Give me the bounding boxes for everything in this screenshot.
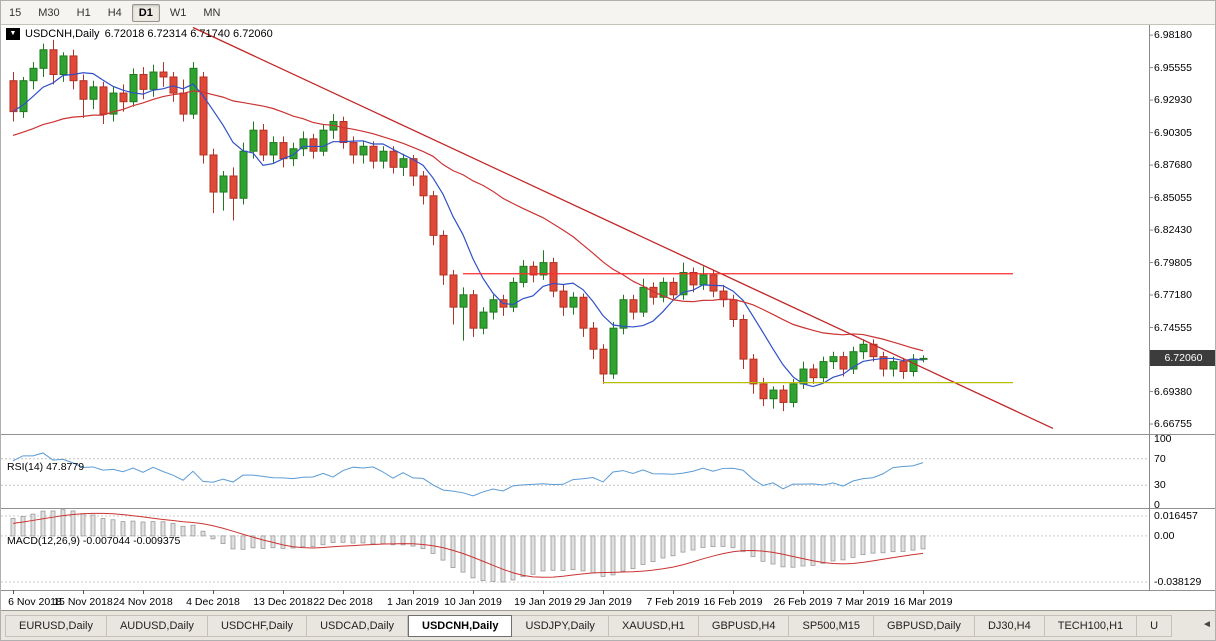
tab-scroll-left-button[interactable]: ◄ bbox=[1202, 619, 1212, 630]
chart-area: 6 Nov 2018 15 Nov 2018 24 Nov 2018 4 Dec 20… bbox=[1, 25, 1216, 612]
timeframe-button-m30[interactable]: M30 bbox=[38, 6, 60, 19]
ma-fast-line bbox=[12, 72, 924, 388]
date-label: 15 Nov 2018 bbox=[53, 596, 113, 608]
chart-tab-usdcnh[interactable]: USDCNH,Daily bbox=[408, 615, 513, 637]
chart-tab-dj30[interactable]: DJ30,H4 bbox=[974, 615, 1045, 637]
timeframe-button-w1[interactable]: W1 bbox=[169, 6, 187, 19]
chart-symbol-label: USDCNH,Daily bbox=[25, 28, 100, 40]
date-label: 6 Nov 2018 bbox=[8, 596, 62, 608]
chart-tab-xauusd[interactable]: XAUUSD,H1 bbox=[608, 615, 699, 637]
chart-tab-sp500[interactable]: SP500,M15 bbox=[789, 615, 874, 637]
macd-indicator-label: MACD(12,26,9) -0.007044 -0.009375 bbox=[7, 535, 181, 547]
rsi-indicator-canvas[interactable] bbox=[1, 434, 1216, 508]
chart-tab-gbpusd[interactable]: GBPUSD,H4 bbox=[698, 615, 790, 637]
chart-title: ▼ USDCNH,Daily 6.72018 6.72314 6.71740 6… bbox=[6, 28, 273, 40]
ma-slow-line bbox=[12, 90, 924, 352]
date-label: 7 Feb 2019 bbox=[646, 596, 699, 608]
descending-trendline bbox=[192, 26, 1054, 430]
date-label: 24 Nov 2018 bbox=[113, 596, 173, 608]
date-label: 13 Dec 2018 bbox=[253, 596, 313, 608]
timeframe-button-h1[interactable]: H1 bbox=[76, 6, 91, 19]
date-label: 7 Mar 2019 bbox=[836, 596, 889, 608]
chart-tab-gbpusd[interactable]: GBPUSD,Daily bbox=[873, 615, 975, 637]
chart-ohlc-values: 6.72018 6.72314 6.71740 6.72060 bbox=[104, 28, 273, 40]
chart-tab-usdcad[interactable]: USDCAD,Daily bbox=[307, 615, 409, 637]
chart-collapse-button[interactable]: ▼ bbox=[6, 28, 20, 40]
macd-signal-line bbox=[12, 512, 924, 578]
timeframe-button-mn[interactable]: MN bbox=[203, 6, 221, 19]
date-label: 1 Jan 2019 bbox=[387, 596, 439, 608]
chart-tab-eurusd[interactable]: EURUSD,Daily bbox=[5, 615, 107, 637]
chart-tab-row: EURUSD,Daily AUDUSD,Daily USDCHF,Daily USDC… bbox=[5, 615, 1173, 637]
chart-tab-audusd[interactable]: AUDUSD,Daily bbox=[106, 615, 208, 637]
date-label: 16 Mar 2019 bbox=[894, 596, 953, 608]
current-price-badge: 6.72060 bbox=[1150, 350, 1215, 367]
timeframe-button-d1[interactable]: D1 bbox=[131, 3, 160, 22]
chart-tab-tech100[interactable]: TECH100,H1 bbox=[1044, 615, 1138, 637]
timeframe-button-group: 15 M30 H1 H4 D1 W1 MN bbox=[2, 3, 230, 22]
chart-tab-usdchf[interactable]: USDCHF,Daily bbox=[207, 615, 308, 637]
main-chart-canvas[interactable] bbox=[1, 25, 1216, 434]
macd-indicator-canvas[interactable] bbox=[1, 508, 1216, 590]
candles-series bbox=[9, 39, 928, 412]
rsi-indicator-label: RSI(14) 47.8779 bbox=[7, 461, 85, 473]
date-label: 29 Jan 2019 bbox=[574, 596, 632, 608]
date-label: 26 Feb 2019 bbox=[774, 596, 833, 608]
rsi-line bbox=[12, 452, 924, 497]
date-label: 10 Jan 2019 bbox=[444, 596, 502, 608]
timeframe-button-h4[interactable]: H4 bbox=[107, 6, 122, 19]
date-label: 19 Jan 2019 bbox=[514, 596, 572, 608]
date-label: 4 Dec 2018 bbox=[186, 596, 240, 608]
chart-tab-u[interactable]: U bbox=[1137, 615, 1173, 637]
date-label: 22 Dec 2018 bbox=[313, 596, 373, 608]
chart-tab-usdjpy[interactable]: USDJPY,Daily bbox=[512, 615, 609, 637]
timeframe-button-15[interactable]: 15 bbox=[9, 6, 22, 19]
date-label: 16 Feb 2019 bbox=[704, 596, 763, 608]
chart-tab-bar: EURUSD,Daily AUDUSD,Daily USDCHF,Daily USDC… bbox=[1, 610, 1215, 640]
timeframe-toolbar: 15 M30 H1 H4 D1 W1 MN bbox=[1, 1, 1215, 25]
